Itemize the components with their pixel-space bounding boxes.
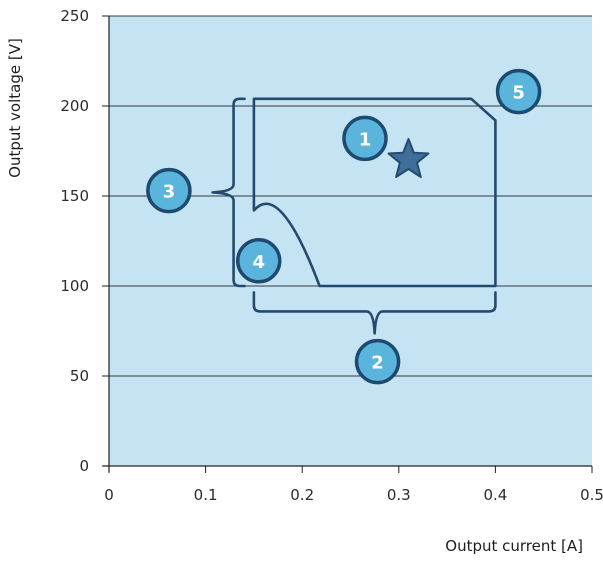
x-tick-label: 0 [104, 486, 114, 504]
callout-circle [495, 68, 542, 115]
y-tick-label: 150 [60, 187, 89, 205]
x-tick-label: 0.4 [483, 486, 507, 504]
callout-label: 5 [512, 83, 525, 104]
y-tick-label: 50 [70, 367, 89, 385]
callout-label: 3 [163, 182, 176, 203]
callout-3: 3 [146, 167, 192, 214]
x-tick-label: 0.2 [290, 486, 314, 504]
y-tick-label: 100 [60, 277, 89, 295]
callout-label: 1 [359, 129, 372, 150]
x-tick-label: 0.1 [194, 486, 218, 504]
vertical-brace [211, 97, 246, 288]
callout-label: 4 [252, 252, 265, 273]
callout-circle [235, 238, 282, 284]
series [211, 97, 497, 335]
operating-area-outline [252, 97, 497, 288]
callout-1: 1 [342, 115, 388, 162]
callout-5: 5 [495, 68, 542, 115]
star-marker [387, 138, 430, 178]
callout-circle [354, 338, 401, 385]
y-tick-label: 0 [79, 457, 89, 475]
markers [387, 138, 430, 178]
axes [103, 16, 592, 472]
callout-2: 2 [354, 338, 401, 385]
callout-circle [146, 167, 192, 214]
y-axis-title: Output voltage [V] [6, 38, 24, 178]
y-tick-label: 200 [60, 97, 89, 115]
x-tick-label: 0.3 [387, 486, 411, 504]
x-axis-title: Output current [A] [445, 537, 583, 555]
y-tick-label: 250 [60, 7, 89, 25]
horizontal-brace [252, 291, 497, 335]
callout-4: 4 [235, 238, 282, 284]
x-tick-label: 0.5 [580, 486, 603, 504]
callouts: 1 2 3 4 5 [146, 68, 542, 385]
callout-label: 2 [371, 353, 384, 374]
tick-labels: 0 50 100 150 200 250 0 0.1 0.2 0.3 0.4 0.5 [60, 7, 603, 504]
callout-circle [342, 115, 388, 162]
